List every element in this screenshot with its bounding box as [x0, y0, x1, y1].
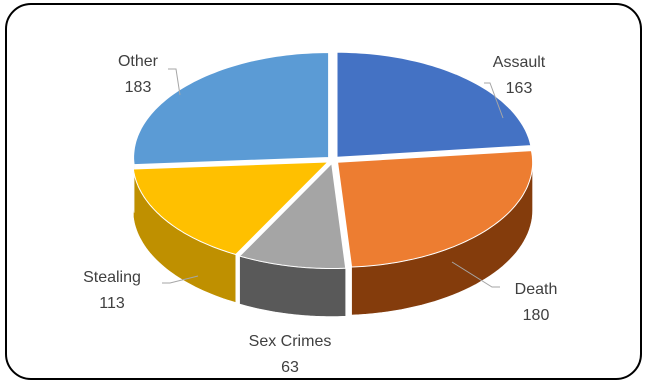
pie-slice-other — [133, 51, 330, 166]
pie-side-other — [133, 157, 135, 213]
leader-line-stealing — [162, 275, 199, 284]
data-label-death-name: Death — [515, 281, 558, 298]
data-label-stealing-name: Stealing — [83, 269, 141, 286]
leader-line-assault — [484, 82, 504, 119]
data-label-other-name: Other — [118, 53, 159, 70]
data-label-death-value: 180 — [523, 307, 550, 324]
data-labels: Assault 163 Death 180 Sex Crimes 63 Stea… — [83, 53, 557, 376]
pie-slice-death — [337, 150, 534, 268]
data-label-sex-crimes-value: 63 — [281, 359, 299, 376]
pie-slice-sex-crimes — [238, 162, 347, 269]
pie-slice-assault — [336, 51, 532, 158]
leader-line-death — [451, 261, 500, 288]
leader-lines — [162, 68, 504, 288]
pie-slice-stealing — [132, 161, 330, 256]
data-label-assault-name: Assault — [493, 54, 546, 71]
data-label-assault-value: 163 — [506, 80, 533, 97]
data-label-sex-crimes-name: Sex Crimes — [249, 333, 332, 350]
leader-line-other — [168, 68, 181, 96]
pie-tops — [132, 51, 534, 269]
data-label-stealing-value: 113 — [99, 295, 125, 312]
data-label-other-value: 183 — [125, 79, 152, 96]
